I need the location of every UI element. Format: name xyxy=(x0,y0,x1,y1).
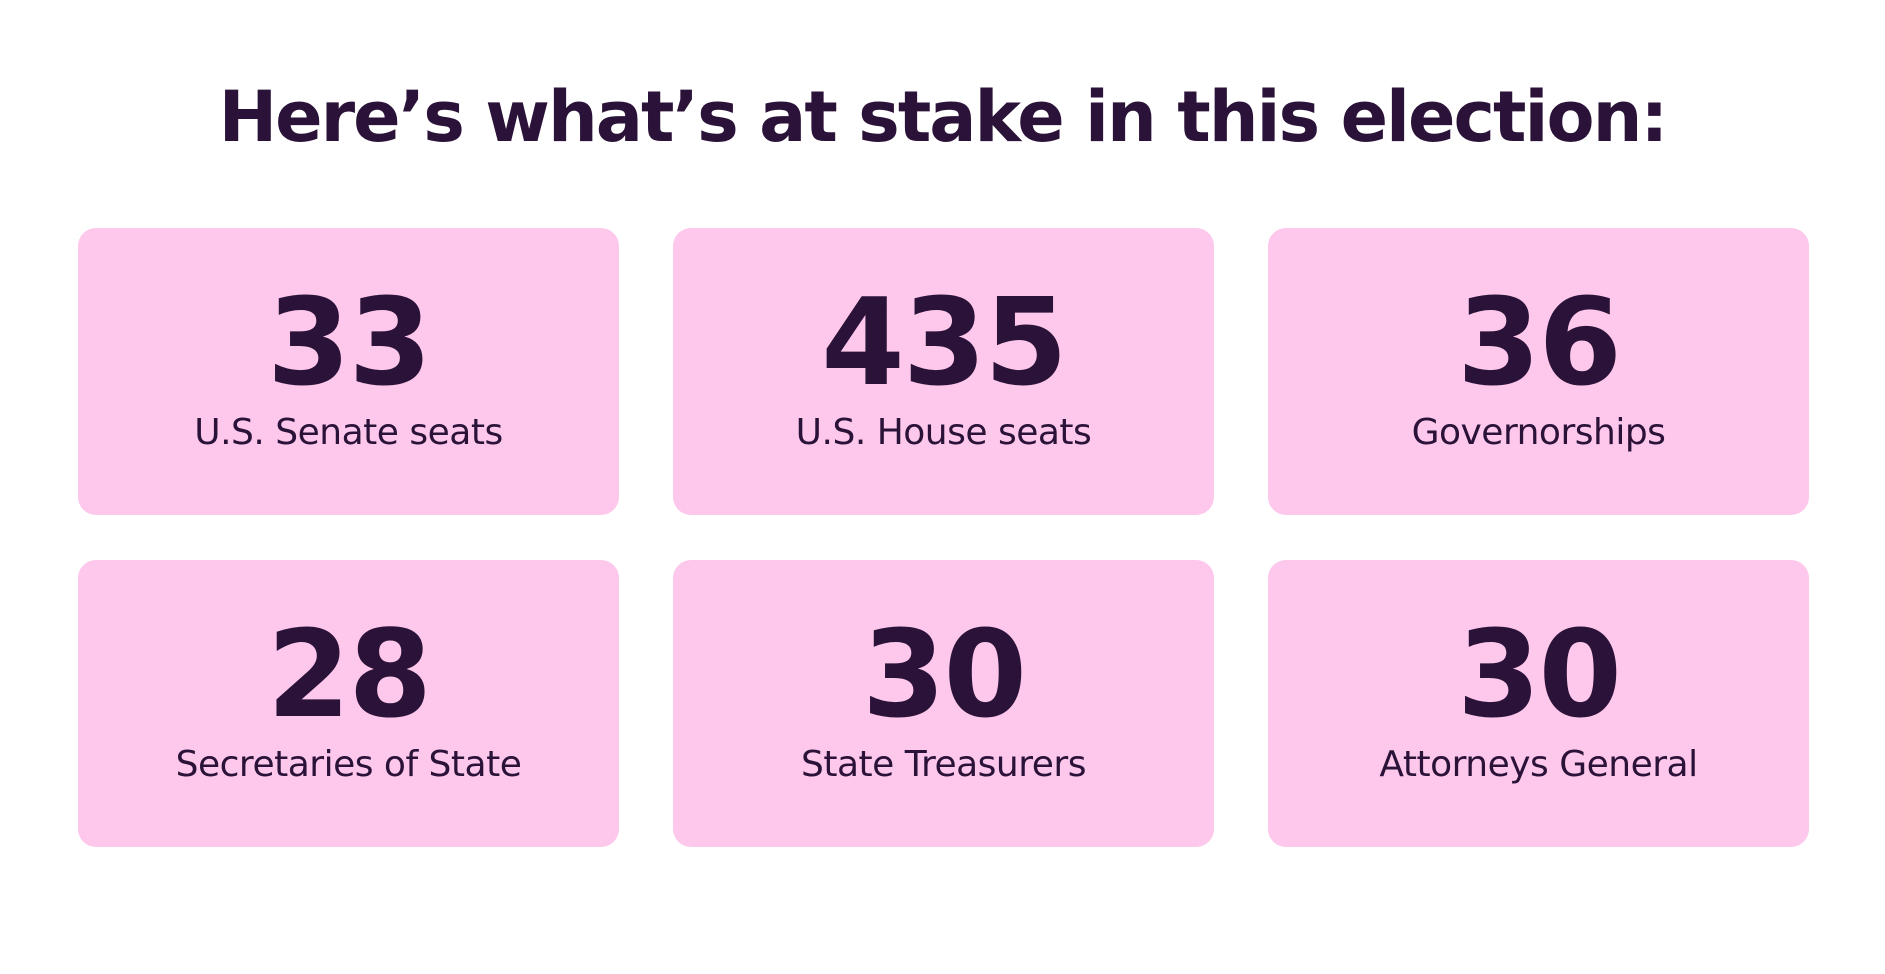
stat-label: Secretaries of State xyxy=(175,744,522,785)
stat-label: U.S. House seats xyxy=(795,412,1092,453)
page-title: Here’s what’s at stake in this election: xyxy=(218,76,1669,158)
stat-label: Attorneys General xyxy=(1379,744,1698,785)
stat-label: State Treasurers xyxy=(801,744,1086,785)
stat-card-attorneys-general: 30 Attorneys General xyxy=(1268,560,1809,847)
stat-number: 28 xyxy=(267,606,432,745)
stat-number: 36 xyxy=(1457,274,1622,413)
stat-card-house: 435 U.S. House seats xyxy=(673,228,1214,515)
stat-card-senate: 33 U.S. Senate seats xyxy=(78,228,619,515)
stat-number: 33 xyxy=(267,274,432,413)
stat-card-governorships: 36 Governorships xyxy=(1268,228,1809,515)
stat-card-state-treasurers: 30 State Treasurers xyxy=(673,560,1214,847)
stat-card-secretaries-of-state: 28 Secretaries of State xyxy=(78,560,619,847)
stat-number: 30 xyxy=(1457,606,1622,745)
stats-grid: 33 U.S. Senate seats 435 U.S. House seat… xyxy=(78,228,1809,847)
stat-number: 30 xyxy=(862,606,1027,745)
stat-label: U.S. Senate seats xyxy=(194,412,503,453)
stat-label: Governorships xyxy=(1411,412,1666,453)
stat-number: 435 xyxy=(821,274,1068,413)
